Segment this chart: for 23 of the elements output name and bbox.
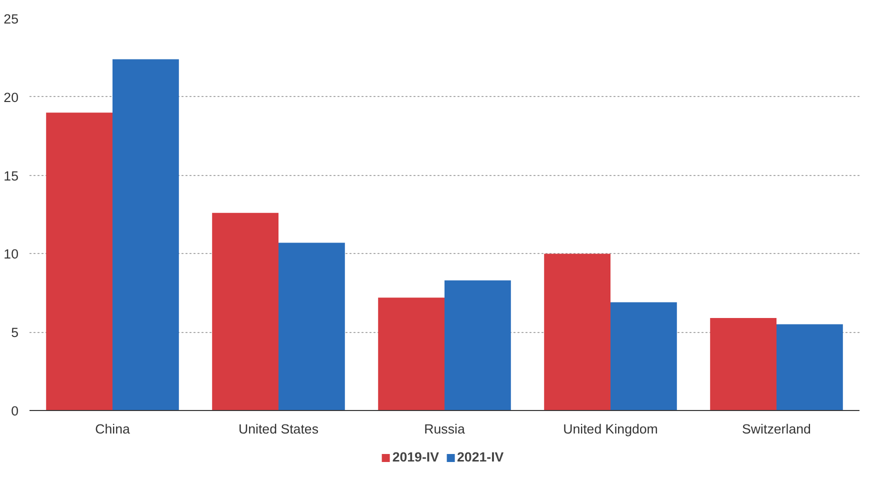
y-tick-label: 0	[11, 404, 19, 418]
y-tick-label: 25	[4, 12, 19, 26]
y-tick-label: 10	[4, 246, 19, 262]
x-tick-label: United States	[238, 422, 319, 436]
legend-label: 2019-IV	[392, 450, 439, 464]
x-tick-label: China	[95, 422, 130, 436]
bar	[46, 112, 112, 410]
bar	[378, 298, 444, 410]
y-tick-label: 20	[4, 90, 19, 105]
bar	[278, 242, 345, 410]
bar	[112, 59, 179, 410]
bar	[776, 324, 843, 410]
bar	[544, 254, 610, 410]
bar	[710, 318, 776, 410]
x-tick-label: Switzerland	[742, 422, 811, 436]
y-tick-label: 5	[11, 325, 19, 340]
bar	[444, 280, 511, 410]
x-tick-label: United Kingdom	[563, 422, 658, 436]
y-tick-label: 15	[4, 168, 19, 184]
x-tick-label: Russia	[424, 422, 466, 436]
bar	[212, 212, 278, 410]
legend-label: 2021-IV	[457, 450, 504, 464]
bar	[610, 302, 677, 410]
